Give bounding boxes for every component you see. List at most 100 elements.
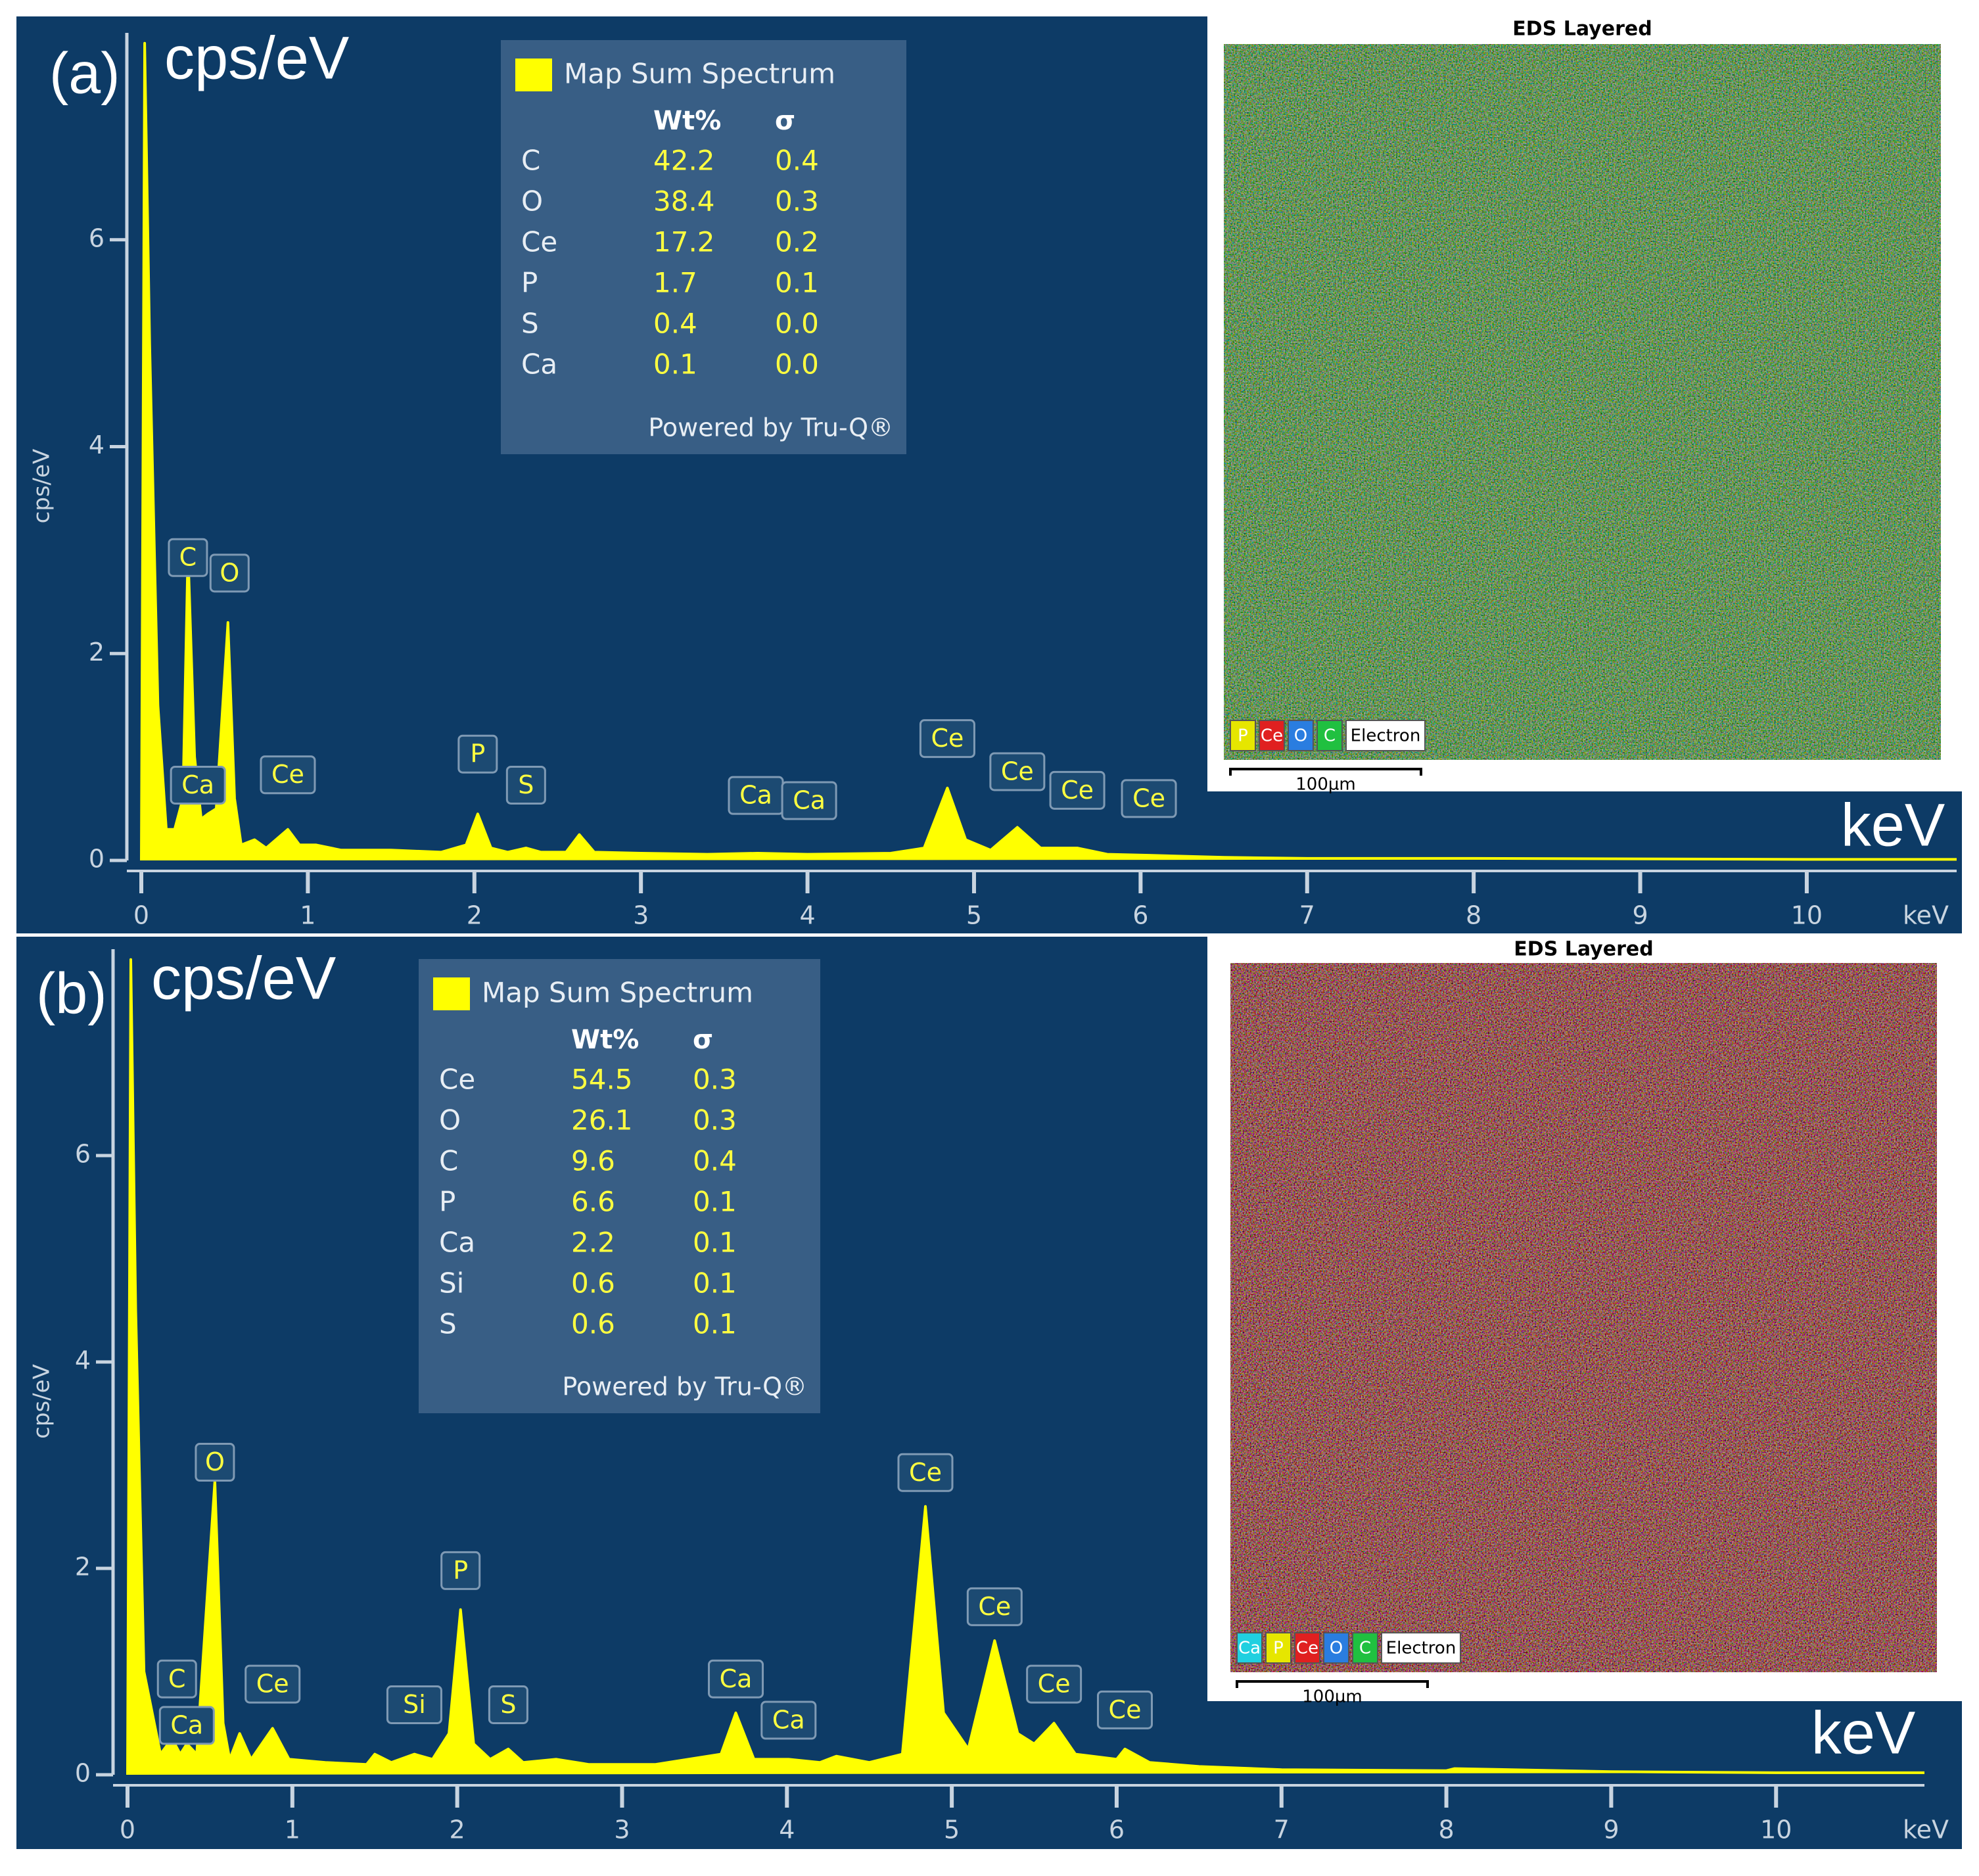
- map-legend-label: C: [1359, 1639, 1371, 1658]
- y-title: cps/eV: [151, 945, 336, 1012]
- result-table: [501, 40, 906, 454]
- table-cell: P: [521, 267, 538, 299]
- y-tick-label: 4: [89, 431, 105, 459]
- map-image: [1230, 963, 1937, 1672]
- peak-label: Ca: [170, 1710, 203, 1739]
- x-tick-label: 3: [633, 901, 649, 930]
- table-cell: 0.2: [775, 226, 819, 258]
- peak-label: Ca: [739, 781, 772, 810]
- peak-label: C: [179, 543, 197, 572]
- result-table: [419, 959, 820, 1413]
- table-cell: 0.4: [775, 145, 819, 177]
- map-legend-chip: [1381, 1632, 1461, 1664]
- x-tick-label: 2: [467, 901, 482, 930]
- scale-label: 100µm: [1295, 775, 1356, 795]
- map-legend-label: P: [1273, 1639, 1284, 1658]
- peak-label: S: [518, 770, 534, 799]
- peak-label-box: [1049, 770, 1106, 810]
- table-title: Map Sum Spectrum: [482, 977, 753, 1009]
- y-tick-label: 2: [75, 1553, 91, 1582]
- table-cell: 0.1: [693, 1267, 737, 1300]
- table-cell: 0.4: [653, 308, 697, 340]
- peak-label: Ce: [1001, 757, 1034, 786]
- x-tick-label: 1: [300, 901, 315, 930]
- table-title: Map Sum Spectrum: [564, 58, 835, 90]
- map-legend-chip: [1323, 1632, 1349, 1664]
- table-cell: 0.3: [693, 1064, 737, 1096]
- peak-label: C: [168, 1664, 186, 1693]
- table-cell: 0.3: [693, 1104, 737, 1137]
- table-header: Wt%: [571, 1025, 639, 1055]
- x-tick-label: 4: [779, 1816, 795, 1844]
- peak-label-box: [156, 1659, 197, 1699]
- peak-label: Ce: [271, 760, 304, 789]
- table-cell: 0.1: [693, 1227, 737, 1259]
- peak-label-box: [505, 765, 546, 805]
- x-tick-label: 8: [1439, 1816, 1455, 1844]
- peak-label: Ce: [1061, 776, 1094, 805]
- peak-label-box: [1026, 1664, 1083, 1704]
- map-legend-chip: [1259, 720, 1285, 751]
- scale-bar: [1229, 768, 1422, 776]
- peak-label-box: [897, 1453, 954, 1492]
- table-cell: 0.0: [775, 348, 819, 381]
- peak-label: S: [500, 1690, 516, 1719]
- x-tick-label: 6: [1132, 901, 1148, 930]
- map-legend-chip: [1288, 720, 1314, 751]
- y-axis-label: cps/eV: [29, 1364, 55, 1439]
- table-cell: 0.1: [693, 1186, 737, 1218]
- x-tick-label: 3: [614, 1816, 630, 1844]
- table-cell: 2.2: [571, 1227, 615, 1259]
- table-cell: 38.4: [653, 185, 715, 218]
- map-legend-chip: [1352, 1632, 1378, 1664]
- y-tick-label: 0: [89, 845, 105, 874]
- x-tick-label: 10: [1791, 901, 1823, 930]
- table-cell: Si: [439, 1267, 464, 1300]
- x-tick-label: 9: [1632, 901, 1648, 930]
- peak-label: Ce: [1038, 1670, 1071, 1699]
- map-legend-label: Ce: [1261, 726, 1283, 746]
- x-tick-label: 4: [799, 901, 815, 930]
- peak-label: O: [220, 558, 239, 587]
- peak-label: Ce: [1109, 1695, 1142, 1724]
- panel-label: (a): [49, 40, 120, 105]
- table-swatch: [515, 59, 552, 91]
- table-cell: 1.7: [653, 267, 697, 299]
- map-legend-label: O: [1294, 726, 1307, 746]
- x-tick-label: 10: [1760, 1816, 1792, 1844]
- map-legend-label: Electron: [1386, 1639, 1456, 1658]
- x-tick-label: 7: [1274, 1816, 1290, 1844]
- panel-label: (b): [36, 960, 107, 1025]
- peak-label: Ca: [793, 786, 826, 815]
- scale-bar: [1236, 1680, 1429, 1688]
- map-legend-label: Ca: [1238, 1639, 1261, 1658]
- table-cell: 0.6: [571, 1308, 615, 1340]
- table-cell: 0.1: [653, 348, 697, 381]
- peak-label-box: [168, 538, 208, 577]
- peak-label-box: [457, 734, 498, 774]
- peak-label: Ca: [181, 770, 214, 799]
- table-header: σ: [775, 106, 795, 136]
- peak-label-box: [209, 553, 250, 593]
- table-cell: O: [521, 185, 543, 218]
- map-title: EDS Layered: [1514, 938, 1653, 961]
- table-cell: Ca: [521, 348, 557, 381]
- y-tick-label: 6: [75, 1140, 91, 1169]
- table-swatch: [433, 977, 470, 1010]
- table-cell: 54.5: [571, 1064, 633, 1096]
- y-tick-label: 6: [89, 223, 105, 252]
- peak-label: Ce: [1132, 784, 1165, 812]
- table-cell: 0.6: [571, 1267, 615, 1300]
- peak-label-box: [170, 765, 226, 805]
- table-cell: 6.6: [571, 1186, 615, 1218]
- map-legend-label: O: [1330, 1639, 1343, 1658]
- table-cell: 17.2: [653, 226, 715, 258]
- map-legend-chip: [1345, 720, 1426, 751]
- table-cell: 0.4: [693, 1145, 737, 1177]
- table-cell: 0.1: [693, 1308, 737, 1340]
- peak-label: P: [453, 1556, 468, 1585]
- peak-label-box: [1096, 1690, 1153, 1729]
- peak-label-box: [966, 1587, 1023, 1626]
- map-legend-chip: [1316, 720, 1343, 751]
